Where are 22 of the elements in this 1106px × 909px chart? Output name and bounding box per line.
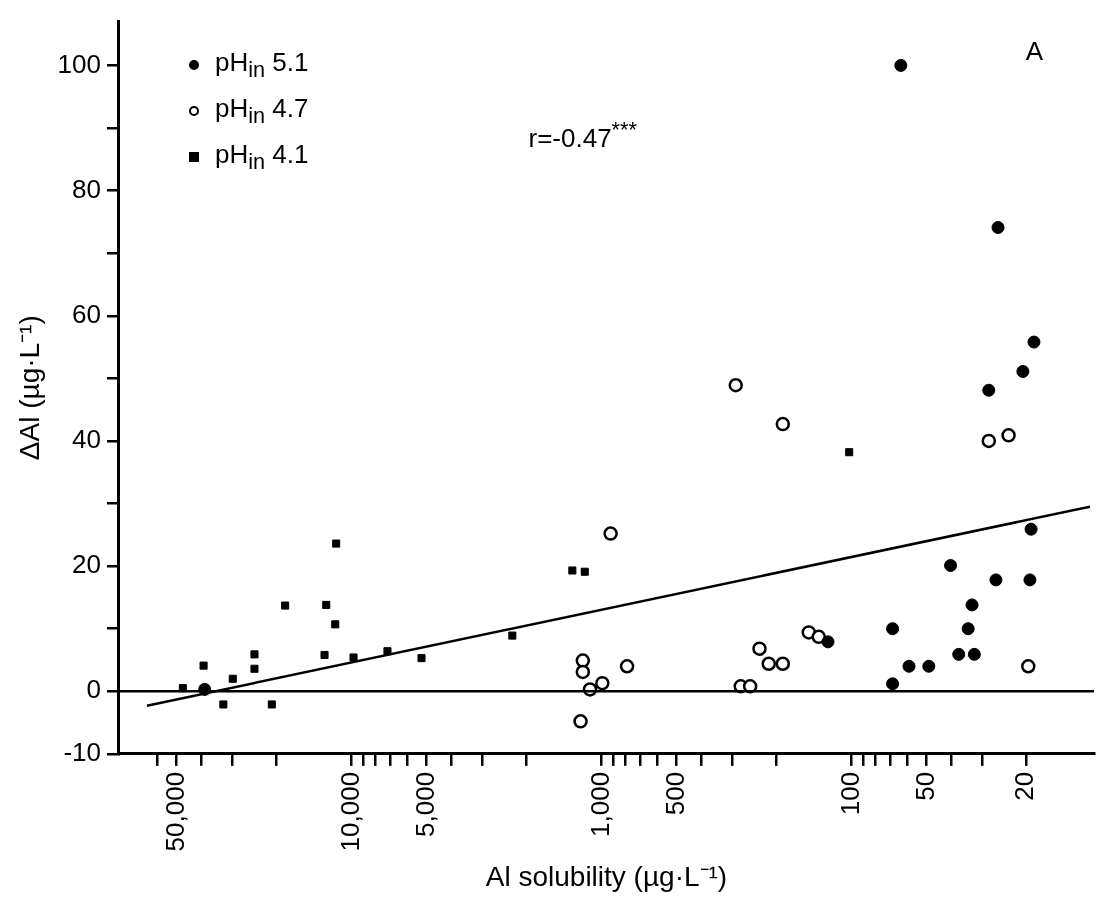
annotation: r=-0.47$^{***}$ [528, 116, 637, 154]
x-axis-title: Al solubility (µg·L⁻¹) [485, 860, 728, 892]
x-tick-label: 10,000 [334, 771, 365, 852]
y-tick-label: 60 [72, 298, 101, 329]
x-tick-label: 50 [909, 771, 940, 801]
y-tick-label: 40 [72, 424, 101, 455]
y-tick-label: 100 [57, 48, 101, 79]
x-tick-label: 100 [834, 771, 865, 816]
legend-label: pH$_{in}$ 4.1 [214, 138, 309, 175]
y-axis-title: ΔAl (µg·L⁻¹) [13, 315, 45, 461]
x-tick-label: 1,000 [584, 771, 615, 837]
y-tick-label: -10 [63, 737, 101, 768]
y-tick-label: 0 [86, 674, 101, 705]
x-tick-label: 50,000 [159, 771, 190, 852]
x-tick-label: 500 [659, 771, 690, 816]
legend-label: pH$_{in}$ 4.7 [214, 92, 309, 129]
x-tick-label: 5,000 [409, 771, 440, 837]
y-tick-label: 80 [72, 173, 101, 204]
annotation: A [1025, 36, 1044, 68]
x-tick-label: 20 [1009, 771, 1040, 801]
y-tick-label: 20 [72, 549, 101, 580]
legend-label: pH$_{in}$ 5.1 [214, 46, 309, 83]
